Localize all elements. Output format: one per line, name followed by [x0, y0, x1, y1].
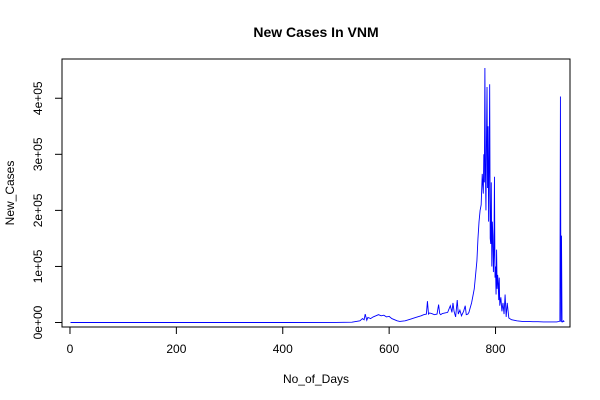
y-axis: 0e+00 1e+05 2e+05 3e+05 4e+05 — [31, 81, 62, 339]
series-line-new-cases — [70, 67, 565, 323]
y-axis-label: New_Cases — [3, 161, 17, 226]
y-tick-label: 4e+05 — [31, 81, 45, 115]
x-tick-label: 600 — [379, 342, 399, 356]
y-tick-label: 2e+05 — [31, 193, 45, 227]
plot-frame — [61, 58, 571, 328]
x-tick-label: 0 — [67, 342, 74, 356]
x-tick-label: 800 — [486, 342, 506, 356]
y-tick-label: 3e+05 — [31, 137, 45, 171]
y-tick-label: 1e+05 — [31, 249, 45, 283]
x-axis: 0 200 400 600 800 — [67, 327, 506, 356]
x-tick-label: 400 — [273, 342, 293, 356]
x-axis-label: No_of_Days — [283, 372, 349, 386]
x-tick-label: 200 — [166, 342, 186, 356]
y-tick-label: 0e+00 — [31, 305, 45, 339]
chart-title: New Cases In VNM — [253, 24, 378, 40]
